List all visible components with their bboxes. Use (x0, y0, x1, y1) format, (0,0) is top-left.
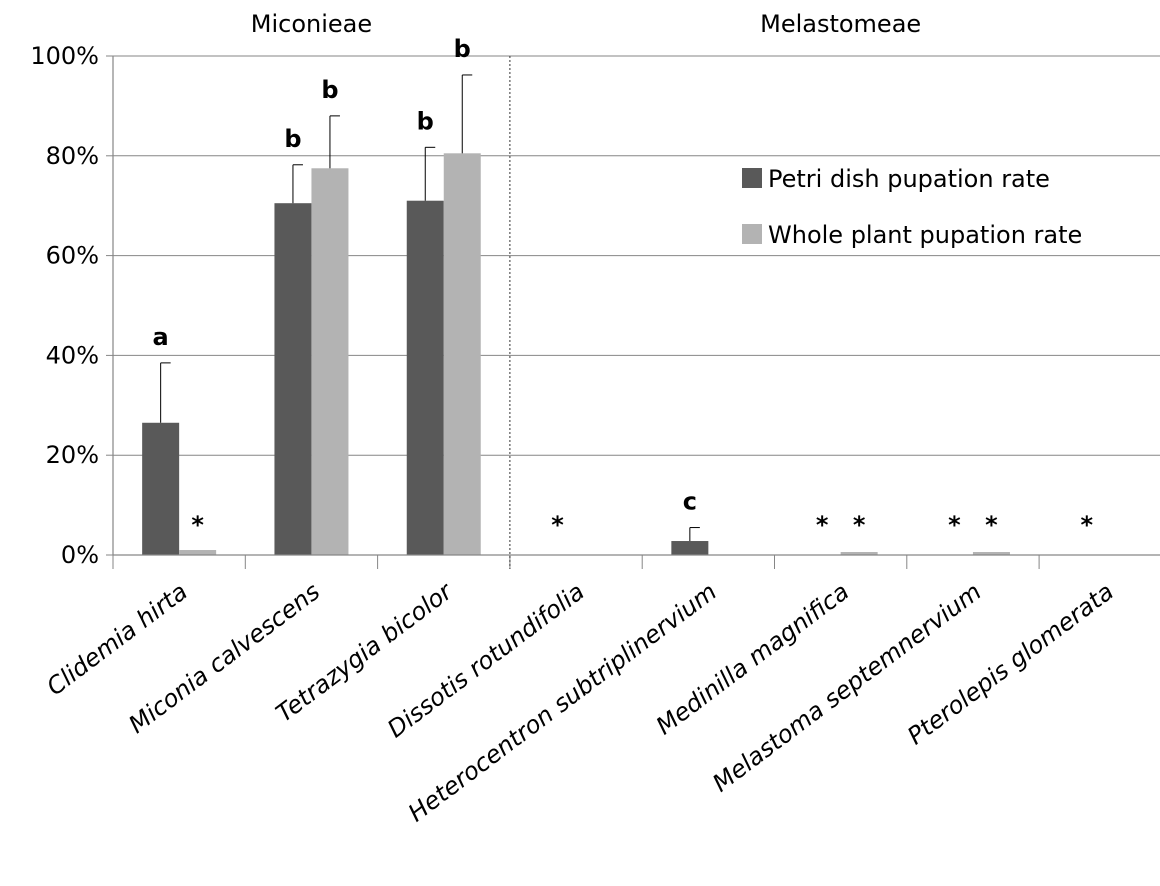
category-label: Melastoma septemnervium (707, 577, 986, 797)
legend-swatch (742, 168, 762, 188)
labels: 0% 20% 40% 60% 80% 100% Miconieae Melastomeae a b… (30, 10, 1118, 827)
significance-label: * (853, 511, 866, 539)
legend-label: Whole plant pupation rate (768, 221, 1082, 249)
significance-label: a (153, 323, 169, 351)
bar-whole-plant (311, 168, 348, 555)
significance-label: b (284, 125, 301, 153)
significance-label: b (321, 76, 338, 104)
y-tick-label: 80% (46, 142, 99, 170)
y-tick-label: 100% (30, 42, 99, 70)
bar-petri (274, 203, 311, 555)
significance-label: * (551, 511, 564, 539)
significance-label: * (816, 511, 829, 539)
gridlines (113, 56, 1160, 455)
significance-label: b (454, 35, 471, 63)
bar-petri (407, 201, 444, 555)
bar-whole-plant (444, 153, 481, 555)
bar-petri (671, 541, 708, 555)
significance-label: * (191, 511, 204, 539)
legend-swatch (742, 224, 762, 244)
y-tick-label: 60% (46, 242, 99, 270)
significance-label: c (683, 488, 697, 516)
significance-label: * (948, 511, 961, 539)
legend: Petri dish pupation rate Whole plant pupa… (742, 165, 1082, 249)
significance-label: * (1080, 511, 1093, 539)
y-tick-label: 20% (46, 441, 99, 469)
y-tick-label: 0% (61, 541, 99, 569)
significance-label: b (417, 107, 434, 135)
significance-label: * (985, 511, 998, 539)
group-label: Melastomeae (760, 10, 921, 38)
bar-petri (142, 423, 179, 555)
group-label: Miconieae (251, 10, 372, 38)
bar-whole-plant (179, 550, 216, 555)
axes (106, 56, 1160, 569)
legend-label: Petri dish pupation rate (768, 165, 1050, 193)
y-tick-label: 40% (46, 341, 99, 369)
bars (142, 153, 1010, 555)
